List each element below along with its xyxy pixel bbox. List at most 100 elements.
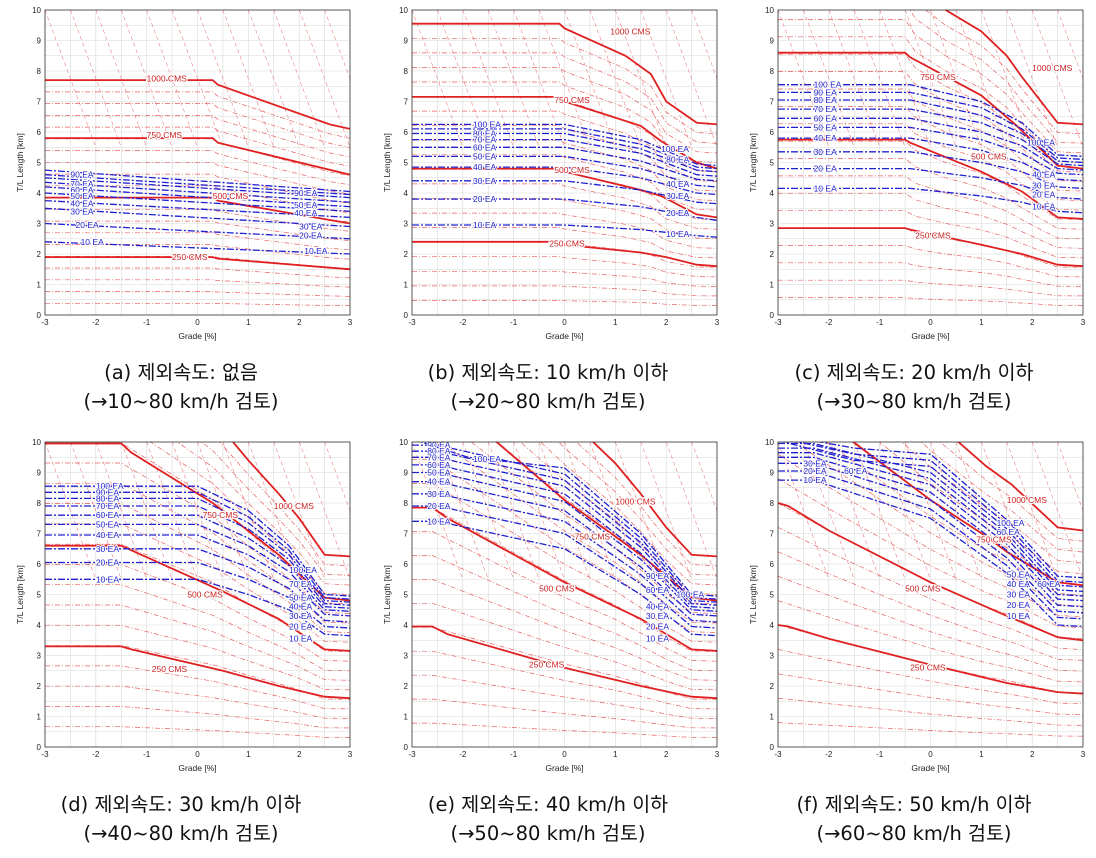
annotation-label: 40 EA bbox=[646, 602, 669, 612]
annotation-label: 50 EA bbox=[473, 151, 496, 161]
annotation-label: 50 EA bbox=[427, 468, 450, 478]
annotation-label: 750 CMS bbox=[147, 130, 183, 140]
ea-series-30-ea bbox=[45, 548, 350, 623]
y-tick-label: 10 bbox=[32, 6, 41, 15]
ea-series-10-ea bbox=[45, 578, 350, 637]
x-tick-label: 2 bbox=[297, 750, 302, 759]
x-tick-label: 0 bbox=[928, 750, 933, 759]
diag-thin-line bbox=[904, 442, 957, 580]
y-axis-label: T/L Length [km] bbox=[382, 133, 392, 192]
cms-thin-line bbox=[412, 227, 717, 259]
diag-thin-line bbox=[146, 10, 198, 148]
x-tick-label: 0 bbox=[195, 750, 200, 759]
annotation-label: 60 EA bbox=[1037, 579, 1060, 589]
x-tick-label: -3 bbox=[774, 750, 782, 759]
cms-thin-line bbox=[778, 19, 1083, 154]
annotation-label: 70 EA bbox=[427, 452, 450, 462]
diag-thin-line bbox=[298, 10, 350, 148]
chart-panel-d: 1000 CMS 750 CMS 500 CMS 250 CMS 100 EA 90 EA… bbox=[0, 432, 362, 858]
diag-thin-line bbox=[121, 10, 173, 148]
cms-thin-line bbox=[412, 110, 717, 182]
x-tick-label: 0 bbox=[562, 318, 567, 327]
y-tick-label: 4 bbox=[37, 621, 42, 630]
cms-thin-line bbox=[412, 698, 717, 729]
annotation-label: 80 EA bbox=[666, 154, 689, 164]
ea-series-50-ea bbox=[45, 192, 350, 212]
diag-thin-line bbox=[904, 10, 957, 148]
chart-panel-c: 1000 CMS 750 CMS 500 CMS 250 CMS 100 EA 90 EA… bbox=[733, 0, 1095, 426]
cms-family-lines bbox=[45, 442, 350, 738]
annotation-label: 70 EA bbox=[473, 135, 496, 145]
cms-thin-line bbox=[778, 192, 1083, 249]
y-axis-label: T/L Length [km] bbox=[748, 133, 758, 192]
x-tick-label: -2 bbox=[92, 750, 100, 759]
annotation-label: 30 EA bbox=[1032, 180, 1055, 190]
y-tick-label: 7 bbox=[770, 98, 775, 107]
x-tick-label: 3 bbox=[1081, 318, 1086, 327]
x-tick-label: -1 bbox=[876, 750, 884, 759]
diag-thin-line bbox=[146, 442, 198, 580]
y-axis-label: T/L Length [km] bbox=[382, 565, 392, 624]
series-250-cms bbox=[45, 645, 350, 700]
diag-thin-line bbox=[45, 10, 97, 148]
cms-thin-line bbox=[45, 685, 350, 719]
cms-thin-line bbox=[45, 462, 350, 614]
annotation-label: 50 EA bbox=[294, 200, 317, 210]
annotation-label: 10 EA bbox=[814, 183, 837, 193]
ea-series-30-ea bbox=[412, 180, 717, 205]
cms-thin-line bbox=[45, 726, 350, 738]
ea-series-90-ea bbox=[778, 91, 1083, 161]
annotation-label: 90 EA bbox=[814, 87, 837, 97]
plot-frame bbox=[44, 441, 351, 748]
series-750-cms bbox=[778, 51, 1083, 170]
cms-thin-line bbox=[778, 140, 1083, 221]
cms-thin-line bbox=[412, 602, 717, 691]
ea-series-10-ea bbox=[778, 187, 1083, 214]
x-tick-label: 2 bbox=[1030, 318, 1035, 327]
caption-line1: (a) 제외속도: 없음 bbox=[104, 361, 258, 384]
cms-thin-line bbox=[825, 442, 1083, 596]
annotation-label: 40 EA bbox=[294, 208, 317, 218]
cms-thin-line bbox=[412, 256, 717, 278]
y-tick-label: 0 bbox=[770, 743, 775, 752]
x-tick-label: -1 bbox=[876, 318, 884, 327]
ea-series-30-ea bbox=[45, 207, 350, 228]
cms-thin-line bbox=[45, 161, 350, 195]
cms-thin-line bbox=[412, 626, 717, 700]
ea-series-100-ea bbox=[778, 84, 1083, 158]
series-500-cms bbox=[412, 506, 717, 652]
cms-thin-line bbox=[778, 36, 1083, 163]
y-tick-label: 3 bbox=[770, 652, 775, 661]
y-tick-label: 0 bbox=[770, 311, 775, 320]
y-tick-label: 5 bbox=[37, 591, 42, 600]
series-1000-cms bbox=[412, 22, 717, 126]
y-tick-label: 4 bbox=[37, 189, 42, 198]
annotation-label: 70 EA bbox=[814, 104, 837, 114]
y-tick-label: 5 bbox=[404, 159, 409, 168]
ea-series-10-ea bbox=[778, 479, 1083, 628]
x-tick-label: -2 bbox=[92, 318, 100, 327]
diag-thin-line bbox=[803, 10, 855, 148]
cms-thin-line bbox=[45, 564, 350, 662]
ea-series-70-ea bbox=[45, 505, 350, 606]
cms-thin-line bbox=[412, 531, 717, 662]
cms-thin-line bbox=[778, 210, 1083, 259]
cms-thin-line bbox=[412, 285, 717, 297]
cms-thin-line bbox=[45, 208, 350, 232]
diag-thin-line bbox=[828, 10, 880, 148]
cms-thin-line bbox=[440, 442, 717, 624]
y-tick-label: 8 bbox=[37, 499, 42, 508]
annotation-label: 40 EA bbox=[70, 199, 93, 209]
annotation-label: 20 EA bbox=[803, 466, 826, 476]
y-tick-label: 6 bbox=[404, 128, 409, 137]
series-750-cms bbox=[495, 442, 717, 602]
annotation-label: 30 EA bbox=[70, 206, 93, 216]
diag-thin-line bbox=[828, 442, 880, 580]
ea-series-40-ea bbox=[412, 166, 717, 196]
cms-thin-line bbox=[412, 270, 717, 287]
